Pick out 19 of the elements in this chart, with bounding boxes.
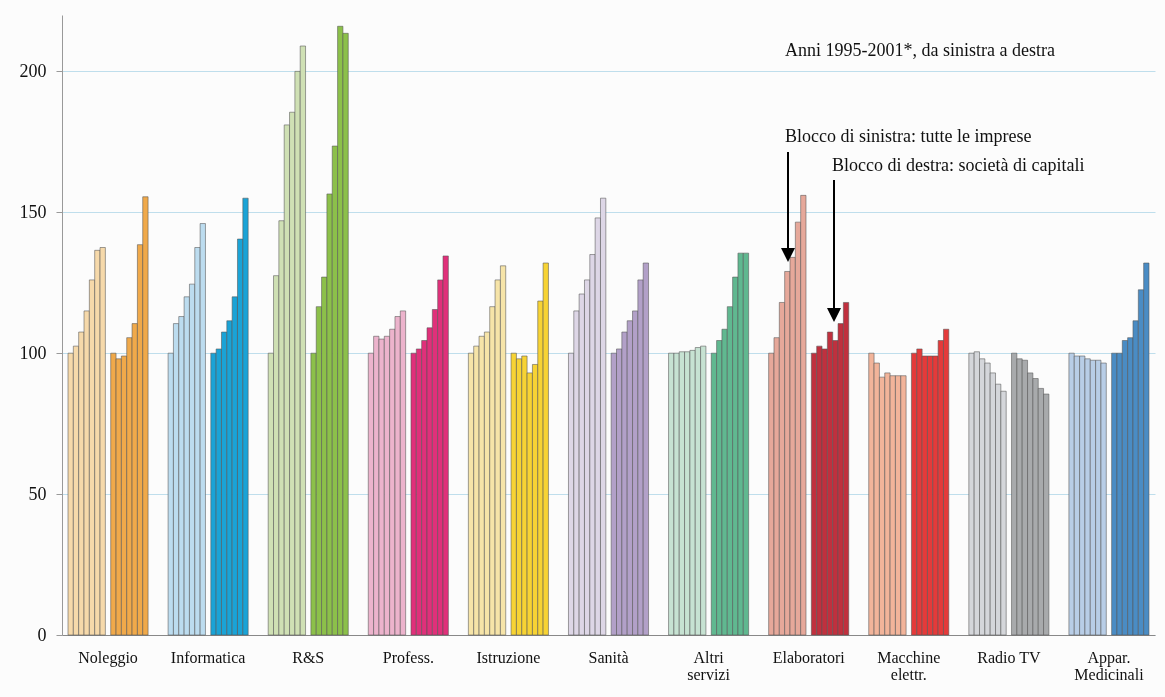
x-tick-label: Sanità <box>588 648 629 666</box>
y-tick-label: 200 <box>19 60 47 81</box>
annotation: Blocco di sinistra: tutte le imprese <box>785 126 1032 147</box>
x-tick-label: Radio TV <box>977 648 1041 666</box>
y-tick-label: 100 <box>19 342 47 363</box>
x-tick-label: Appar. Medicinali <box>1074 648 1145 683</box>
x-tick-label: Altri servizi <box>687 648 731 683</box>
x-tick-label: Profess. <box>382 648 434 666</box>
x-tick-label: Macchine elettr. <box>877 648 941 683</box>
annotation: Blocco di destra: società di capitali <box>832 155 1085 176</box>
x-tick-label: Noleggio <box>78 648 138 667</box>
x-tick-label: R&S <box>292 648 325 666</box>
y-tick-label: 0 <box>37 624 47 645</box>
x-tick-label: Istruzione <box>476 648 541 666</box>
annotation: Anni 1995-2001*, da sinistra a destra <box>785 40 1055 61</box>
y-tick-label: 150 <box>19 201 47 222</box>
x-tick-label: Elaboratori <box>772 648 846 666</box>
x-tick-label: Informatica <box>170 648 246 666</box>
y-tick-label: 50 <box>28 483 47 504</box>
